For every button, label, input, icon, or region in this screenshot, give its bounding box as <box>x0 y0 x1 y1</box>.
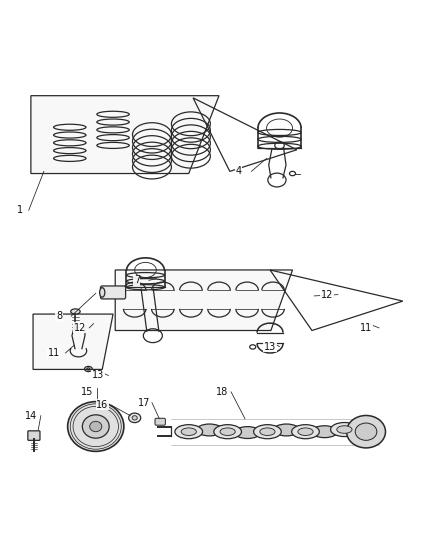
Text: 7: 7 <box>134 276 140 285</box>
Ellipse shape <box>181 428 196 435</box>
Polygon shape <box>31 96 219 174</box>
Text: 4: 4 <box>235 166 241 176</box>
Ellipse shape <box>132 416 137 420</box>
Text: 14: 14 <box>25 411 37 421</box>
Text: 1: 1 <box>17 205 23 215</box>
Ellipse shape <box>197 424 223 436</box>
Ellipse shape <box>82 415 109 438</box>
Text: 13: 13 <box>92 370 104 381</box>
Text: 16: 16 <box>96 400 108 410</box>
FancyBboxPatch shape <box>28 431 40 440</box>
Polygon shape <box>115 270 293 330</box>
Ellipse shape <box>337 426 352 433</box>
Text: 11: 11 <box>48 348 60 358</box>
Ellipse shape <box>273 424 300 436</box>
Text: 11: 11 <box>360 323 372 333</box>
Ellipse shape <box>235 426 261 439</box>
Ellipse shape <box>254 425 281 439</box>
Polygon shape <box>33 314 113 369</box>
Ellipse shape <box>355 423 377 440</box>
Ellipse shape <box>175 425 202 439</box>
FancyBboxPatch shape <box>100 286 126 299</box>
FancyBboxPatch shape <box>155 418 166 425</box>
Ellipse shape <box>67 402 124 451</box>
Ellipse shape <box>298 428 313 435</box>
Ellipse shape <box>311 426 338 438</box>
Ellipse shape <box>129 413 141 423</box>
Text: 12: 12 <box>74 323 86 333</box>
Text: 18: 18 <box>216 387 229 397</box>
Text: 15: 15 <box>81 387 93 397</box>
Ellipse shape <box>331 423 358 437</box>
Ellipse shape <box>100 288 105 297</box>
Ellipse shape <box>90 421 102 432</box>
Text: 17: 17 <box>138 398 151 408</box>
Text: 12: 12 <box>321 289 333 300</box>
Text: 8: 8 <box>56 311 62 321</box>
Ellipse shape <box>260 428 275 435</box>
Ellipse shape <box>292 425 319 439</box>
Ellipse shape <box>346 416 385 448</box>
Ellipse shape <box>214 425 241 439</box>
Ellipse shape <box>220 428 235 435</box>
Ellipse shape <box>71 309 80 314</box>
Text: 13: 13 <box>264 342 276 351</box>
